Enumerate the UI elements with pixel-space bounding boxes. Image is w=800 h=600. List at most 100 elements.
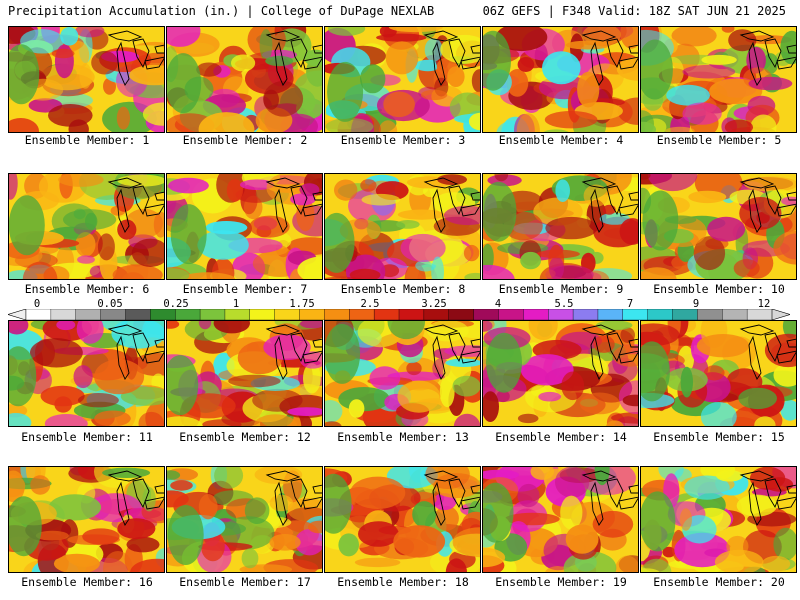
colorbar-swatch <box>25 309 52 320</box>
great-lakes-outline <box>581 177 638 233</box>
precipitation-field <box>325 27 480 132</box>
colorbar-swatch <box>672 309 698 320</box>
great-lakes-outline <box>265 30 322 86</box>
colorbar-tick-label: 9 <box>692 298 700 310</box>
precipitation-field <box>9 174 164 279</box>
great-lakes-outline <box>739 30 796 86</box>
ensemble-member-label: Ensemble Member: 9 <box>498 282 624 296</box>
ensemble-member-map <box>8 320 165 427</box>
precipitation-field <box>167 467 322 572</box>
colorbar-tick-label: 3.25 <box>421 298 447 310</box>
ensemble-member-map <box>482 26 639 133</box>
great-lakes-outline <box>107 30 164 86</box>
great-lakes-outline <box>107 177 164 233</box>
colorbar-max-arrow <box>771 309 790 320</box>
ensemble-member-map <box>166 26 323 133</box>
colorbar-swatch <box>75 309 102 320</box>
colorbar-swatch <box>647 309 674 320</box>
ensemble-member-map <box>640 320 797 427</box>
ensemble-member-label: Ensemble Member: 20 <box>653 575 785 589</box>
precipitation-field <box>483 174 638 279</box>
ensemble-member-map <box>324 466 481 573</box>
ensemble-member-label: Ensemble Member: 11 <box>21 430 153 444</box>
colorbar-swatch <box>622 309 649 320</box>
ensemble-member-map <box>166 173 323 280</box>
ensemble-member-map <box>640 173 797 280</box>
precipitation-field <box>641 467 796 572</box>
precipitation-field <box>641 174 796 279</box>
colorbar-scale <box>8 309 790 320</box>
colorbar-swatch <box>597 309 624 320</box>
ensemble-member-label: Ensemble Member: 2 <box>182 133 308 147</box>
precipitation-field <box>167 174 322 279</box>
ensemble-member-map <box>8 173 165 280</box>
map-title: Precipitation Accumulation (in.) | Colle… <box>8 4 435 18</box>
precipitation-field <box>483 467 638 572</box>
ensemble-member-map <box>482 466 639 573</box>
colorbar-swatch <box>174 309 201 320</box>
great-lakes-outline <box>107 324 164 380</box>
precipitation-field <box>9 467 164 572</box>
precipitation-field <box>167 321 322 426</box>
ensemble-member-map <box>8 466 165 573</box>
colorbar-swatch <box>448 309 475 320</box>
precipitation-field <box>9 27 164 132</box>
ensemble-member-label: Ensemble Member: 14 <box>495 430 627 444</box>
ensemble-member-label: Ensemble Member: 17 <box>179 575 311 589</box>
colorbar-tick-label: 1 <box>232 298 240 310</box>
ensemble-member-label: Ensemble Member: 3 <box>340 133 466 147</box>
ensemble-member-map <box>640 26 797 133</box>
precipitation-field <box>641 27 796 132</box>
ensemble-member-map <box>482 320 639 427</box>
ensemble-member-label: Ensemble Member: 12 <box>179 430 311 444</box>
great-lakes-outline <box>581 324 638 380</box>
precipitation-field <box>325 174 480 279</box>
colorbar-tick-label: 0 <box>33 298 41 310</box>
ensemble-member-map <box>8 26 165 133</box>
colorbar-tick-label: 0.05 <box>97 298 123 310</box>
colorbar-swatch <box>224 309 251 320</box>
colorbar-swatch <box>100 309 126 320</box>
precipitation-field <box>641 321 796 426</box>
colorbar-swatch <box>274 309 301 320</box>
precipitation-colorbar: 0 0.05 0.25 1 1.75 2.5 3.25 4 5.5 7 9 12 <box>8 298 790 320</box>
ensemble-member-map <box>482 173 639 280</box>
colorbar-labels: 0 0.05 0.25 1 1.75 2.5 3.25 4 5.5 7 9 12 <box>8 298 790 310</box>
great-lakes-outline <box>265 470 322 526</box>
great-lakes-outline <box>581 30 638 86</box>
precipitation-field <box>483 321 638 426</box>
colorbar-swatch <box>349 309 375 320</box>
colorbar-swatch <box>498 309 524 320</box>
colorbar-swatch <box>324 309 350 320</box>
great-lakes-outline <box>739 324 796 380</box>
great-lakes-outline <box>423 30 480 86</box>
precipitation-field <box>325 467 480 572</box>
colorbar-tick-label: 4 <box>494 298 502 310</box>
colorbar-swatch <box>523 309 549 320</box>
model-run-info: 06Z GEFS | F348 Valid: 18Z SAT JUN 21 20… <box>482 4 786 18</box>
colorbar-tick-label: 12 <box>757 298 771 310</box>
ensemble-member-label: Ensemble Member: 15 <box>653 430 785 444</box>
colorbar-tick-label: 2.5 <box>360 298 380 310</box>
precipitation-field <box>325 321 480 426</box>
colorbar-swatch <box>125 309 151 320</box>
colorbar-tick-label: 0.25 <box>163 298 189 310</box>
colorbar-swatch <box>249 309 276 320</box>
colorbar-tick-label: 5.5 <box>554 298 574 310</box>
colorbar-swatch <box>373 309 400 320</box>
ensemble-member-label: Ensemble Member: 18 <box>337 575 469 589</box>
precipitation-field <box>483 27 638 132</box>
ensemble-member-label: Ensemble Member: 7 <box>182 282 308 296</box>
great-lakes-outline <box>423 470 480 526</box>
colorbar-swatch <box>697 309 723 320</box>
colorbar-swatch <box>199 309 226 320</box>
ensemble-member-map <box>324 26 481 133</box>
colorbar-swatch <box>572 309 599 320</box>
great-lakes-outline <box>423 177 480 233</box>
colorbar-swatch <box>746 309 773 320</box>
colorbar-swatch <box>722 309 748 320</box>
great-lakes-outline <box>423 324 480 380</box>
ensemble-member-map <box>166 320 323 427</box>
ensemble-member-map <box>640 466 797 573</box>
ensemble-member-map <box>324 173 481 280</box>
